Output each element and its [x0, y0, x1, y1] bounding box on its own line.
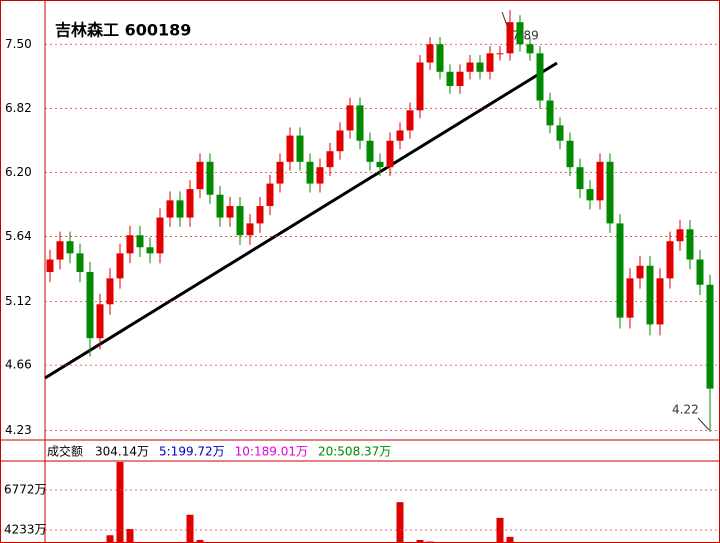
candle-body	[286, 135, 294, 162]
low-annotation: 4.22	[672, 403, 699, 417]
candle-body	[506, 22, 514, 54]
candle-body	[196, 161, 204, 190]
candle-body	[416, 62, 424, 111]
candle-body	[66, 241, 74, 254]
candle-body	[706, 284, 714, 389]
candle-body	[276, 161, 284, 184]
candle-body	[476, 62, 484, 72]
volume-legend: 20:508.37万	[318, 445, 391, 459]
candle-body	[336, 130, 344, 152]
volume-bar	[106, 535, 114, 543]
volume-legend: 304.14万	[95, 445, 149, 459]
y-tick-label: 4.66	[5, 358, 32, 372]
trend-line	[44, 61, 558, 380]
candle-body	[76, 253, 84, 273]
candle-body	[676, 229, 684, 242]
candle-body	[656, 278, 664, 325]
volume-bar	[506, 536, 514, 543]
candle-body	[396, 130, 404, 141]
candle-body	[136, 235, 144, 248]
volume-bar	[116, 462, 124, 543]
candle-body	[46, 259, 54, 273]
candle-body	[226, 206, 234, 218]
candle-body	[646, 265, 654, 325]
candle-body	[106, 278, 114, 305]
candle-body	[466, 62, 474, 72]
candle-body	[536, 53, 544, 101]
volume-panel	[106, 462, 514, 543]
candle-body	[586, 189, 594, 201]
candle-body	[356, 105, 364, 141]
candle-body	[626, 278, 634, 318]
candle-body	[156, 217, 164, 254]
y-tick-label: 6.20	[5, 165, 32, 179]
candle-body	[426, 44, 434, 63]
candle-body	[616, 223, 624, 318]
annotation-arrow	[697, 417, 710, 431]
y-tick-label: 4.23	[5, 423, 32, 437]
candle-body	[546, 100, 554, 126]
volume-bar	[126, 528, 134, 543]
volume-tick-label: 4233万	[4, 523, 47, 537]
candle-body	[666, 241, 674, 279]
candle-body	[346, 105, 354, 131]
volume-legend: 10:189.01万	[235, 445, 308, 459]
candle-body	[316, 167, 324, 184]
candle-body	[516, 22, 524, 45]
candle-body	[86, 272, 94, 339]
volume-bar	[416, 539, 424, 543]
candle-body	[126, 235, 134, 254]
candle-body	[446, 71, 454, 86]
volume-bar	[186, 514, 194, 543]
candle-body	[206, 161, 214, 195]
volume-bar	[426, 541, 434, 543]
candle-body	[376, 161, 384, 168]
candle-body	[566, 140, 574, 168]
high-annotation: 7.89	[512, 29, 539, 43]
candle-body	[306, 161, 314, 184]
candle-body	[236, 206, 244, 236]
candle-body	[96, 304, 104, 339]
candle-body	[366, 140, 374, 162]
candle-body	[246, 223, 254, 236]
candle-body	[556, 125, 564, 141]
candle-body	[606, 161, 614, 224]
candle-body	[256, 206, 264, 224]
volume-bar	[496, 517, 504, 543]
volume-tick-label: 6772万	[4, 482, 47, 496]
candle-body	[166, 200, 174, 218]
candle-body	[146, 247, 154, 254]
candle-body	[576, 167, 584, 190]
candle-body	[266, 183, 274, 207]
candle-body	[456, 71, 464, 86]
candle-body	[386, 140, 394, 168]
y-tick-label: 5.64	[5, 229, 32, 243]
y-tick-label: 6.82	[5, 101, 32, 115]
candle-body	[186, 189, 194, 218]
candle-body	[406, 110, 414, 131]
volume-title: 成交额	[47, 444, 83, 459]
candle-body	[686, 229, 694, 260]
y-tick-label: 7.50	[5, 37, 32, 51]
candle-body	[176, 200, 184, 218]
chart-title: 吉林森工 600189	[55, 21, 191, 40]
candle-body	[216, 194, 224, 218]
candle-body	[596, 161, 604, 201]
candle-body	[56, 241, 64, 260]
candle-body	[116, 253, 124, 279]
y-tick-label: 5.12	[5, 294, 32, 308]
candle-body	[696, 259, 704, 285]
volume-legend: 5:199.72万	[159, 445, 225, 459]
volume-bar	[196, 539, 204, 543]
candle-body	[326, 151, 334, 168]
candle-body	[526, 44, 534, 54]
volume-bar	[396, 502, 404, 543]
candle-body	[636, 265, 644, 279]
candle-body	[436, 44, 444, 72]
candle-body	[486, 53, 494, 72]
candle-body	[496, 53, 504, 55]
candle-body	[296, 135, 304, 162]
